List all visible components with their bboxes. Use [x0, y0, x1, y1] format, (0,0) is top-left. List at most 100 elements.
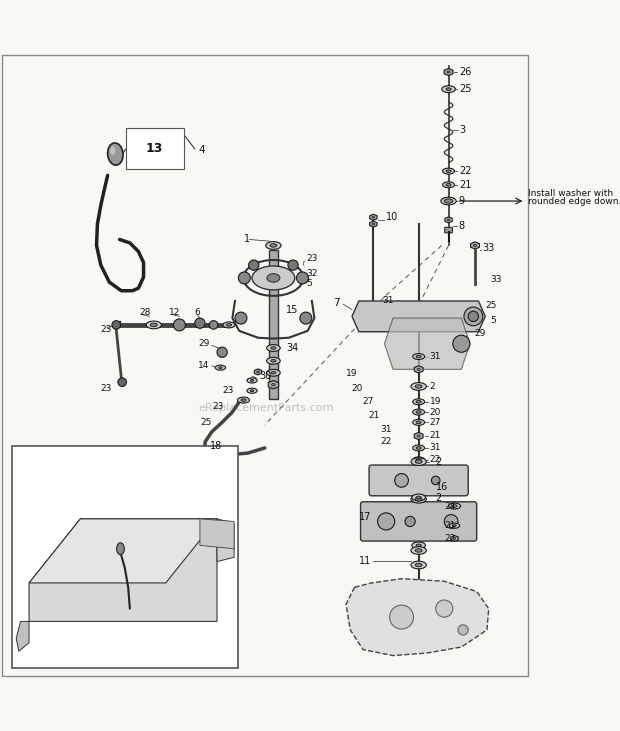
Ellipse shape — [446, 183, 451, 186]
Ellipse shape — [237, 397, 249, 403]
Ellipse shape — [416, 355, 421, 357]
Text: 33: 33 — [490, 275, 502, 284]
Ellipse shape — [267, 357, 280, 364]
Polygon shape — [451, 536, 458, 542]
Ellipse shape — [146, 321, 161, 329]
Circle shape — [134, 598, 154, 619]
Text: Install washer with: Install washer with — [528, 189, 613, 199]
Text: 22: 22 — [430, 455, 441, 464]
Text: 23: 23 — [101, 384, 112, 393]
Text: 29: 29 — [198, 339, 210, 348]
Polygon shape — [29, 519, 217, 583]
Text: 33: 33 — [483, 243, 495, 253]
Text: 2: 2 — [436, 493, 442, 502]
Ellipse shape — [413, 399, 425, 405]
Ellipse shape — [219, 367, 222, 368]
Text: 9: 9 — [459, 196, 465, 206]
Circle shape — [112, 321, 120, 329]
Ellipse shape — [443, 182, 454, 188]
Text: 19: 19 — [430, 398, 441, 406]
Text: 22: 22 — [445, 534, 456, 543]
Ellipse shape — [416, 496, 421, 499]
Polygon shape — [254, 369, 262, 375]
Text: 23: 23 — [101, 325, 112, 333]
Text: 34: 34 — [286, 343, 298, 353]
Ellipse shape — [257, 371, 259, 373]
Ellipse shape — [452, 505, 457, 507]
Polygon shape — [370, 221, 377, 227]
Ellipse shape — [252, 266, 294, 290]
Ellipse shape — [413, 457, 425, 463]
Ellipse shape — [416, 421, 421, 423]
Circle shape — [118, 378, 126, 387]
Ellipse shape — [267, 344, 280, 352]
Text: 23: 23 — [222, 386, 233, 395]
Ellipse shape — [411, 496, 427, 503]
Circle shape — [174, 319, 185, 331]
Ellipse shape — [450, 523, 459, 529]
Ellipse shape — [271, 346, 276, 349]
Ellipse shape — [267, 273, 280, 282]
Text: 21: 21 — [445, 521, 456, 530]
Text: 32: 32 — [306, 269, 317, 279]
Bar — [269, 250, 278, 399]
Text: 28: 28 — [140, 308, 151, 317]
Text: 25: 25 — [200, 418, 212, 427]
Ellipse shape — [247, 388, 257, 393]
Text: 1: 1 — [244, 235, 250, 244]
Text: 24: 24 — [445, 501, 456, 510]
Circle shape — [288, 260, 298, 270]
Ellipse shape — [446, 88, 451, 91]
Text: rounded edge down.: rounded edge down. — [528, 197, 620, 206]
Polygon shape — [370, 214, 377, 220]
Ellipse shape — [417, 435, 420, 437]
Text: 31: 31 — [430, 352, 441, 361]
Ellipse shape — [441, 197, 456, 205]
Text: 26: 26 — [459, 67, 471, 77]
Text: 12: 12 — [169, 308, 180, 317]
Text: 5: 5 — [306, 279, 312, 289]
Circle shape — [174, 613, 183, 621]
Ellipse shape — [415, 564, 422, 567]
Polygon shape — [471, 242, 479, 249]
Ellipse shape — [417, 368, 420, 371]
Circle shape — [395, 474, 409, 488]
Ellipse shape — [413, 409, 425, 415]
Ellipse shape — [446, 170, 451, 173]
Polygon shape — [445, 217, 452, 223]
Ellipse shape — [372, 216, 374, 218]
Polygon shape — [217, 519, 234, 561]
Text: 27: 27 — [363, 398, 374, 406]
Ellipse shape — [448, 503, 461, 509]
Text: 11: 11 — [360, 556, 371, 566]
Ellipse shape — [266, 242, 281, 249]
Ellipse shape — [416, 447, 421, 450]
Polygon shape — [444, 69, 453, 75]
Ellipse shape — [270, 243, 277, 247]
Ellipse shape — [250, 390, 254, 392]
Circle shape — [405, 516, 415, 526]
Circle shape — [378, 513, 395, 530]
Text: 8: 8 — [459, 221, 465, 231]
Ellipse shape — [415, 385, 422, 388]
Text: 21: 21 — [369, 411, 380, 420]
Circle shape — [68, 591, 93, 617]
Polygon shape — [200, 519, 234, 549]
Text: 19: 19 — [345, 369, 357, 378]
Polygon shape — [414, 433, 423, 439]
Text: 4: 4 — [198, 145, 205, 155]
Text: 13: 13 — [146, 142, 163, 154]
Ellipse shape — [117, 543, 125, 555]
Polygon shape — [352, 301, 485, 332]
Ellipse shape — [271, 371, 276, 374]
Text: 27: 27 — [430, 418, 441, 427]
Ellipse shape — [416, 411, 421, 413]
Ellipse shape — [272, 384, 275, 386]
Ellipse shape — [267, 369, 280, 376]
Ellipse shape — [415, 498, 422, 501]
Text: 22: 22 — [380, 437, 391, 447]
Ellipse shape — [415, 549, 422, 552]
Text: 16: 16 — [436, 482, 448, 492]
Circle shape — [432, 476, 440, 485]
Polygon shape — [384, 318, 470, 369]
